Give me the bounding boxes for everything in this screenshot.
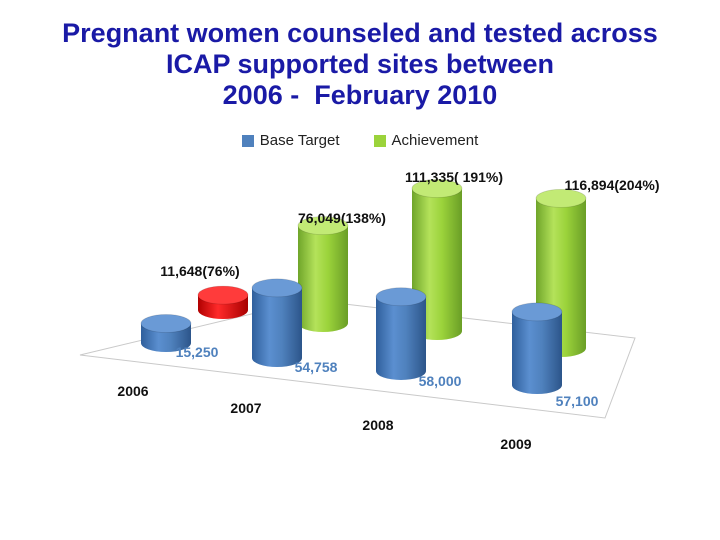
legend-label-base-target: Base Target (259, 132, 340, 149)
bar-base-target-2006 (140, 314, 192, 352)
data-label-achievement-2006: 11,648(76%) (160, 263, 239, 279)
category-label-2007: 2007 (230, 400, 261, 416)
bar-achievement-2007 (297, 216, 349, 332)
data-label-achievement-2008: 111,335( 191%) (405, 169, 503, 185)
data-label-base-target-2006: 15,250 (176, 344, 219, 360)
bar-base-target-2008 (375, 287, 427, 380)
data-label-achievement-2009: 116,894(204%) (565, 177, 660, 193)
data-label-base-target-2009: 57,100 (556, 393, 599, 409)
bar-base-target-2009 (511, 302, 563, 394)
bar-base-target-2007 (251, 278, 303, 367)
category-label-2009: 2009 (500, 436, 531, 452)
legend-swatch-achievement (373, 134, 386, 147)
chart-title: Pregnant women counseled and tested acro… (0, 18, 720, 111)
data-label-base-target-2008: 58,000 (419, 373, 462, 389)
category-label-2008: 2008 (362, 417, 393, 433)
data-label-achievement-2007: 76,049(138%) (298, 210, 386, 226)
legend-item-base-target: Base Target (241, 132, 340, 149)
legend-label-achievement: Achievement (391, 132, 479, 149)
category-label-2006: 2006 (117, 383, 148, 399)
chart-title-line-2: ICAP supported sites between (165, 49, 555, 79)
chart-floor (79, 299, 636, 419)
data-label-base-target-2007: 54,758 (295, 359, 338, 375)
chart-title-line-3: 2006 - February 2010 (222, 80, 498, 110)
legend-item-achievement: Achievement (373, 132, 479, 149)
bar-achievement-2006 (197, 285, 249, 319)
chart-legend: Base Target Achievement (0, 132, 720, 149)
legend-swatch-base-target (241, 134, 254, 147)
chart-title-line-1: Pregnant women counseled and tested acro… (62, 18, 658, 48)
